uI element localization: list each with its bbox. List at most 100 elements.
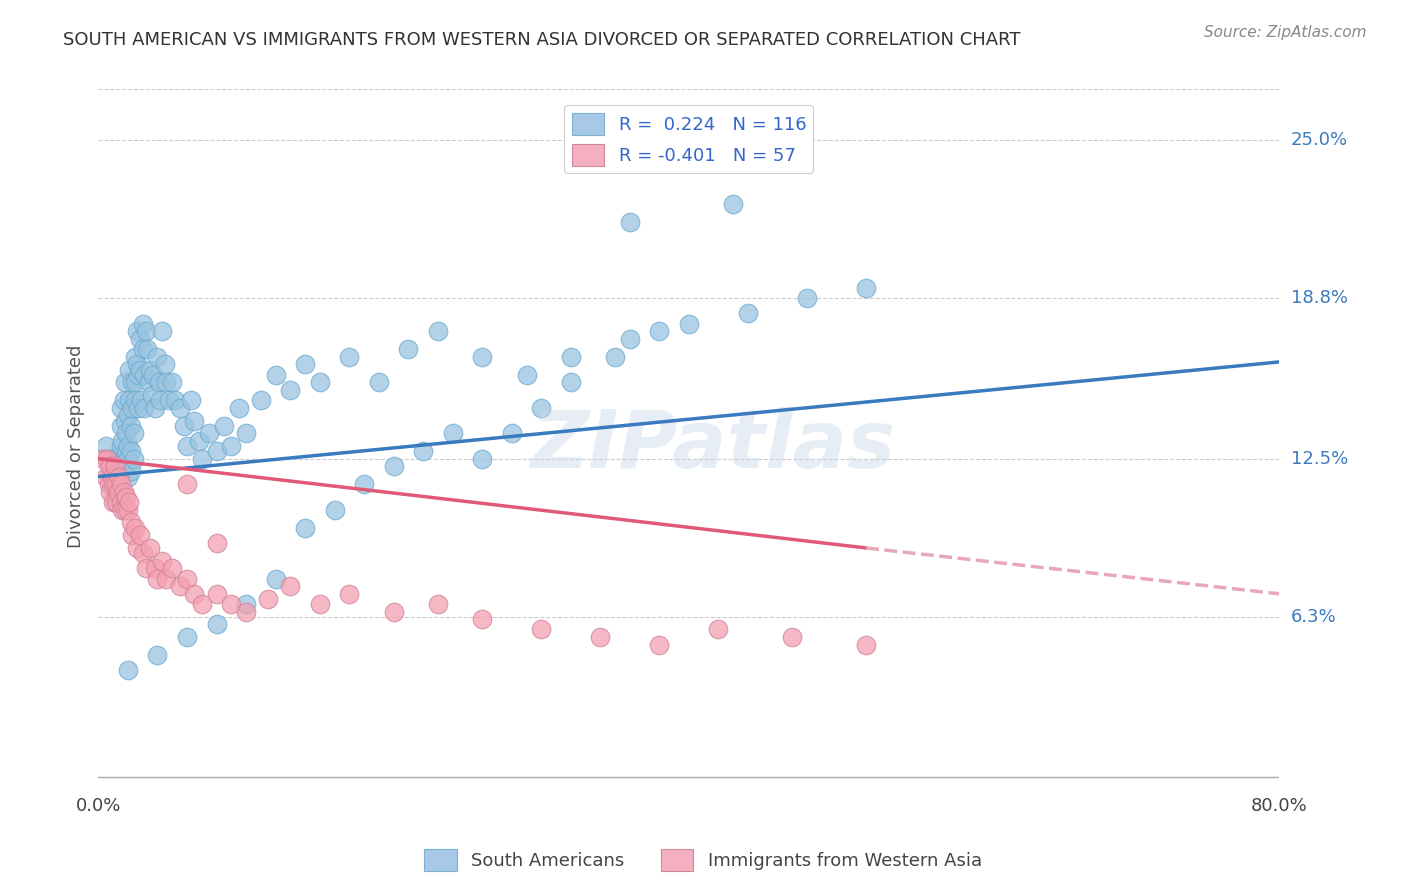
Point: [280, 579, 302, 593]
Point: [125, 324, 148, 338]
Point: [127, 401, 149, 415]
Point: [121, 401, 143, 415]
Point: [382, 459, 405, 474]
Point: [124, 393, 146, 408]
Point: [191, 597, 214, 611]
Point: [105, 495, 128, 509]
Point: [589, 630, 612, 644]
Point: [294, 358, 316, 372]
Point: [132, 546, 155, 560]
Point: [176, 477, 198, 491]
Point: [124, 350, 146, 364]
Point: [121, 528, 143, 542]
Point: [427, 324, 450, 338]
Text: 80.0%: 80.0%: [1251, 797, 1308, 814]
Point: [120, 516, 142, 530]
Point: [115, 444, 138, 458]
Text: 0.0%: 0.0%: [76, 797, 121, 814]
Point: [117, 469, 139, 483]
Text: 25.0%: 25.0%: [1291, 131, 1348, 149]
Point: [264, 572, 287, 586]
Point: [120, 444, 142, 458]
Point: [110, 418, 132, 433]
Point: [353, 477, 375, 491]
Point: [114, 502, 136, 516]
Point: [124, 520, 146, 534]
Point: [221, 597, 243, 611]
Point: [855, 281, 877, 295]
Point: [105, 495, 128, 509]
Point: [110, 401, 132, 415]
Point: [148, 376, 170, 390]
Point: [129, 393, 152, 408]
Point: [107, 484, 129, 499]
Point: [112, 393, 135, 408]
Point: [212, 418, 235, 433]
Point: [146, 648, 169, 662]
Point: [183, 587, 205, 601]
Point: [294, 520, 316, 534]
Point: [155, 376, 177, 390]
Point: [471, 350, 494, 364]
Point: [105, 469, 128, 483]
Legend: South Americans, Immigrants from Western Asia: South Americans, Immigrants from Western…: [418, 842, 988, 879]
Point: [176, 439, 198, 453]
Point: [150, 554, 173, 568]
Point: [162, 376, 183, 390]
Point: [619, 332, 641, 346]
Point: [855, 638, 877, 652]
Point: [112, 484, 135, 499]
Point: [107, 477, 129, 491]
Point: [398, 342, 420, 356]
Point: [117, 502, 139, 516]
Point: [501, 426, 523, 441]
Point: [516, 368, 538, 382]
Point: [648, 638, 671, 652]
Point: [187, 434, 209, 448]
Point: [135, 561, 157, 575]
Point: [339, 587, 361, 601]
Point: [135, 324, 157, 338]
Point: [235, 605, 257, 619]
Point: [124, 376, 146, 390]
Point: [605, 350, 627, 364]
Point: [309, 376, 332, 390]
Point: [162, 561, 183, 575]
Point: [94, 439, 117, 453]
Point: [112, 451, 135, 466]
Point: [103, 451, 125, 466]
Point: [136, 342, 159, 356]
Point: [110, 477, 132, 491]
Point: [235, 597, 257, 611]
Point: [104, 459, 127, 474]
Point: [122, 426, 145, 441]
Point: [427, 597, 450, 611]
Point: [118, 362, 141, 376]
Point: [441, 426, 464, 441]
Point: [96, 451, 118, 466]
Point: [150, 324, 173, 338]
Point: [105, 477, 128, 491]
Point: [98, 484, 121, 499]
Point: [205, 536, 228, 550]
Text: ZIPatlas: ZIPatlas: [530, 407, 896, 485]
Point: [107, 459, 129, 474]
Point: [648, 324, 671, 338]
Point: [117, 663, 139, 677]
Point: [128, 528, 150, 542]
Point: [108, 451, 131, 466]
Point: [115, 490, 138, 504]
Point: [205, 617, 228, 632]
Point: [173, 418, 195, 433]
Point: [796, 291, 818, 305]
Point: [108, 469, 131, 483]
Point: [125, 358, 148, 372]
Point: [110, 495, 132, 509]
Point: [471, 612, 494, 626]
Point: [139, 362, 162, 376]
Point: [146, 350, 169, 364]
Text: 6.3%: 6.3%: [1291, 607, 1336, 626]
Point: [707, 623, 730, 637]
Point: [122, 451, 145, 466]
Point: [117, 439, 139, 453]
